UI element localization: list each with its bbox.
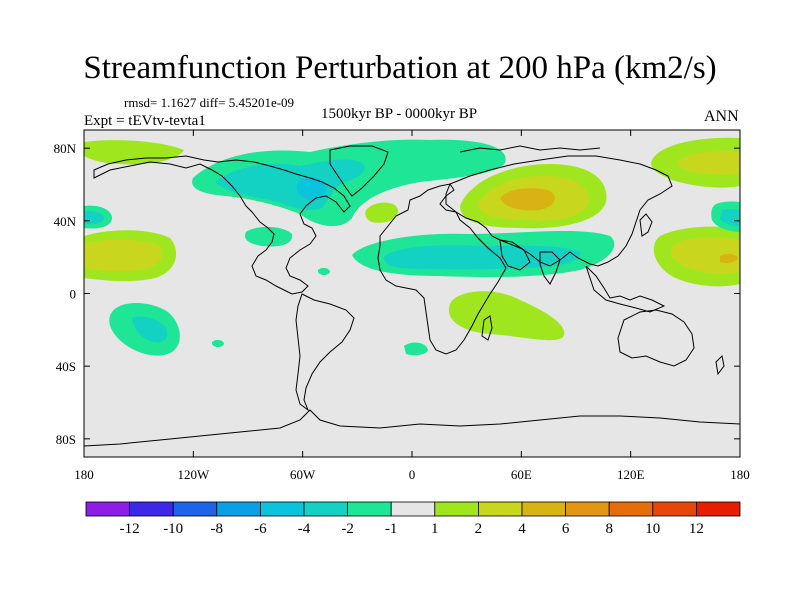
- colorbar-swatch: [347, 501, 392, 517]
- contour-west-pacific-high-core: [720, 253, 738, 263]
- contour-south-atlantic-low: [404, 342, 428, 356]
- colorbar-swatch: [434, 501, 479, 517]
- colorbar-swatch: [521, 501, 566, 517]
- contour-gulf-low: [244, 226, 293, 247]
- coastline-new-zealand: [715, 354, 725, 376]
- x-tick-label: 180: [730, 467, 750, 482]
- colorbar-swatch: [129, 501, 174, 517]
- coastline-south-america: [295, 293, 355, 412]
- colorbar-label: 12: [689, 521, 704, 537]
- contour-fields: [84, 137, 740, 356]
- colorbar-swatch: [477, 501, 523, 517]
- colorbar: -12 -10 -8 -6 -4 -2 -1 1 2 4 6 8 10 12: [85, 501, 741, 537]
- y-tick-label: 0: [70, 287, 77, 302]
- y-tick-label: 80S: [56, 432, 76, 447]
- contour-north-pacific-high-inner: [84, 239, 162, 272]
- coastline-greenland: [329, 145, 389, 197]
- contour-arctic-high-east-inner: [678, 151, 740, 175]
- colorbar-label: -8: [211, 521, 224, 537]
- chart-title: Streamfunction Perturbation at 200 hPa (…: [83, 50, 717, 86]
- contour-tropical-low-inner: [384, 245, 581, 270]
- colorbar-swatch: [696, 501, 741, 517]
- x-tick-label: 120W: [177, 467, 210, 482]
- contour-north-atlantic-low-inner: [215, 159, 365, 211]
- coastline-europe-africa: [377, 183, 507, 355]
- contour-pacific-small-low: [318, 267, 330, 275]
- statistics-text: rmsd= 1.1627 diff= 5.45201e-09: [124, 95, 295, 110]
- colorbar-swatch: [303, 501, 348, 517]
- contour-north-pacific-low-east-inner: [720, 209, 740, 226]
- coastline-india: [539, 251, 561, 285]
- colorbar-swatch: [259, 501, 305, 517]
- x-tick-label: 60W: [290, 467, 316, 482]
- coastline-arabia: [499, 239, 531, 271]
- colorbar-label: 4: [518, 521, 526, 537]
- colorbar-label: -10: [163, 521, 183, 537]
- x-tick-label: 180: [74, 467, 94, 482]
- coastline-southeast-asia: [585, 265, 666, 313]
- colorbar-label: 6: [562, 521, 570, 537]
- coastline-north-america: [93, 155, 351, 295]
- colorbar-swatch: [608, 501, 654, 517]
- colorbar-swatch: [85, 501, 130, 517]
- contour-south-pacific-low-inner: [132, 316, 168, 343]
- time-period-text: 1500kyr BP - 0000kyr BP: [321, 106, 478, 122]
- contour-north-atlantic-low-core: [296, 177, 326, 201]
- colorbar-label: -4: [298, 521, 311, 537]
- colorbar-swatch: [565, 501, 610, 517]
- coastline-madagascar: [481, 315, 493, 341]
- contour-indian-ocean-high: [448, 291, 565, 341]
- colorbar-label: -1: [385, 521, 398, 537]
- contour-eurasia-high-core: [500, 188, 555, 211]
- colorbar-label: 10: [645, 521, 660, 537]
- contour-pacific-small-low-2: [212, 339, 224, 347]
- coastline-antarctica: [84, 409, 740, 447]
- colorbar-swatch: [216, 501, 261, 517]
- colorbar-swatch: [172, 501, 218, 517]
- y-tick-label: 40S: [56, 359, 76, 374]
- x-axis: 180 120W 60W 0 60E 120E 180: [74, 130, 750, 482]
- y-tick-label: 40N: [54, 214, 77, 229]
- colorbar-swatch: [390, 501, 436, 517]
- coastline-australia: [617, 309, 695, 367]
- contour-west-pacific-high-inner: [670, 237, 740, 274]
- season-label: ANN: [704, 108, 739, 125]
- colorbar-swatch: [652, 501, 697, 517]
- colorbar-label: -12: [120, 521, 140, 537]
- x-tick-label: 0: [409, 467, 416, 482]
- colorbar-label: 1: [431, 521, 439, 537]
- x-tick-label: 60E: [511, 467, 532, 482]
- contour-mid-atlantic-high: [365, 202, 398, 223]
- colorbar-label: -6: [254, 521, 267, 537]
- y-tick-label: 80N: [54, 141, 77, 156]
- x-tick-label: 120E: [617, 467, 645, 482]
- colorbar-label: -2: [341, 521, 354, 537]
- coastlines: [84, 145, 740, 447]
- colorbar-label: 8: [605, 521, 613, 537]
- coastline-asia: [445, 155, 673, 267]
- coastline-arctic-islands: [459, 145, 601, 153]
- experiment-label: Expt = tEVtv-tevta1: [84, 113, 206, 129]
- coastline-japan: [639, 213, 653, 237]
- y-axis: 80N 40N 0 40S 80S: [54, 141, 740, 447]
- colorbar-label: 2: [475, 521, 483, 537]
- contour-north-atlantic-low-outer: [192, 139, 506, 227]
